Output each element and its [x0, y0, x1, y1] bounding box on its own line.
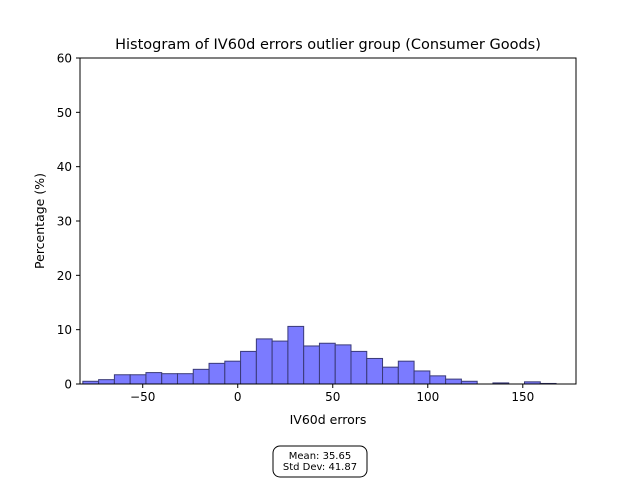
histogram-bar — [161, 373, 178, 385]
stats-mean: Mean: 35.65 — [289, 451, 351, 462]
y-axis-ticks: 0 10 20 30 40 50 60 — [57, 52, 80, 392]
y-axis-label: Percentage (%) — [32, 173, 47, 269]
y-tick-label: 20 — [57, 269, 72, 283]
x-tick-label: 150 — [511, 390, 534, 404]
histogram-bar — [366, 357, 384, 385]
histogram-bar — [413, 370, 431, 385]
y-tick-label: 40 — [57, 160, 72, 174]
histogram-bar — [113, 374, 131, 385]
histogram-bar — [145, 372, 163, 385]
histogram-bar — [176, 373, 194, 385]
stats-box — [272, 445, 368, 478]
histogram-bar — [98, 379, 115, 385]
histogram-bar — [382, 366, 399, 385]
histogram-bar — [192, 368, 210, 385]
x-axis-label: IV60d errors — [290, 412, 367, 427]
x-tick-label: 0 — [234, 390, 242, 404]
histogram-bar — [208, 362, 226, 385]
x-axis-ticks: −50 0 50 100 150 — [130, 384, 534, 404]
plot-frame — [79, 57, 577, 385]
y-tick-label: 50 — [57, 106, 72, 120]
histogram-bar — [303, 345, 320, 385]
chart-title: Histogram of IV60d errors outlier group … — [115, 37, 541, 53]
stats-std: Std Dev: 41.87 — [283, 462, 357, 473]
stats-annotation: Mean: 35.65 Std Dev: 41.87 — [272, 445, 368, 478]
histogram-bar — [224, 360, 242, 385]
histogram-bar — [334, 344, 352, 385]
y-tick-label: 10 — [57, 323, 72, 337]
y-tick-label: 30 — [57, 215, 72, 229]
histogram-bar — [445, 378, 462, 385]
x-tick-label: 100 — [416, 390, 439, 404]
x-tick-label: −50 — [130, 390, 155, 404]
histogram-bar — [255, 338, 273, 385]
histogram-bar — [429, 375, 447, 385]
y-tick-label: 60 — [57, 52, 72, 66]
histogram-bar — [271, 340, 289, 385]
histogram-bars — [82, 325, 557, 385]
histogram-bar — [240, 350, 257, 385]
y-tick-label: 0 — [64, 378, 72, 392]
histogram-bar — [397, 360, 415, 385]
histogram-bar — [318, 342, 336, 385]
x-tick-label: 50 — [325, 390, 340, 404]
histogram-bar — [350, 350, 368, 385]
histogram-bar — [287, 325, 305, 385]
histogram-bar — [129, 374, 147, 385]
